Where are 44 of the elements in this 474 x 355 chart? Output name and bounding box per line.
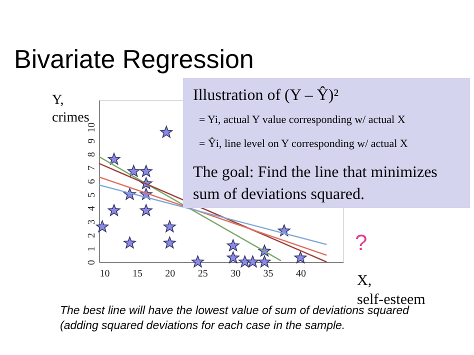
point [226,239,240,252]
y-tick-label: 6 [86,179,98,184]
y-tick-label: 1 [86,246,98,252]
text: ? [355,230,368,255]
point [108,204,120,216]
point [246,255,259,268]
x-tick-label: 35 [263,268,274,280]
point [192,255,204,268]
y-tick-label: 3 [86,220,98,224]
annotation: = Yi, actual Y value corresponding w/ actual X [199,114,406,126]
x-tick-label: 15 [132,268,142,280]
point [96,220,108,232]
y-tick-label: 8 [86,152,98,157]
point [108,152,120,165]
annotation: = Ŷi, line level on Y corresponding w/ actual X [199,137,408,150]
y-tick-label: 10 [86,122,98,132]
text: (adding squared deviations for each case in the sample. [60,320,346,332]
y-tick-label: 2 [86,233,98,238]
text: The best line will have the lowest value of sum of deviations squared [60,305,410,317]
y-tick-label: 5 [86,192,98,198]
annotation: Illustration of (Y – Ŷ)² [193,86,339,104]
point [124,236,136,248]
chart-title: Bivariate Regression [14,44,254,74]
y-tick-label: 0 [86,260,98,265]
point [226,251,240,264]
point [163,220,176,232]
annotation: The goal: Find the line that minimizes [193,164,438,181]
point [294,251,307,264]
point [258,255,271,268]
point [140,165,152,177]
x-tick-label: 30 [230,268,241,280]
x-tick-label: 40 [296,268,306,280]
x-tick-label: 25 [198,268,208,280]
y-axis-title: Y, crimes [52,93,90,126]
point [160,126,173,138]
x-tick-label: 20 [165,268,176,280]
x-tick-label: 10 [100,268,110,280]
annotation: sum of deviations squared. [193,186,365,203]
point [127,165,140,177]
y-tick-label: 4 [86,206,98,211]
y-tick-label: 9 [86,138,98,144]
point [163,236,176,248]
y-tick-label: 7 [86,166,98,170]
point [140,204,152,216]
